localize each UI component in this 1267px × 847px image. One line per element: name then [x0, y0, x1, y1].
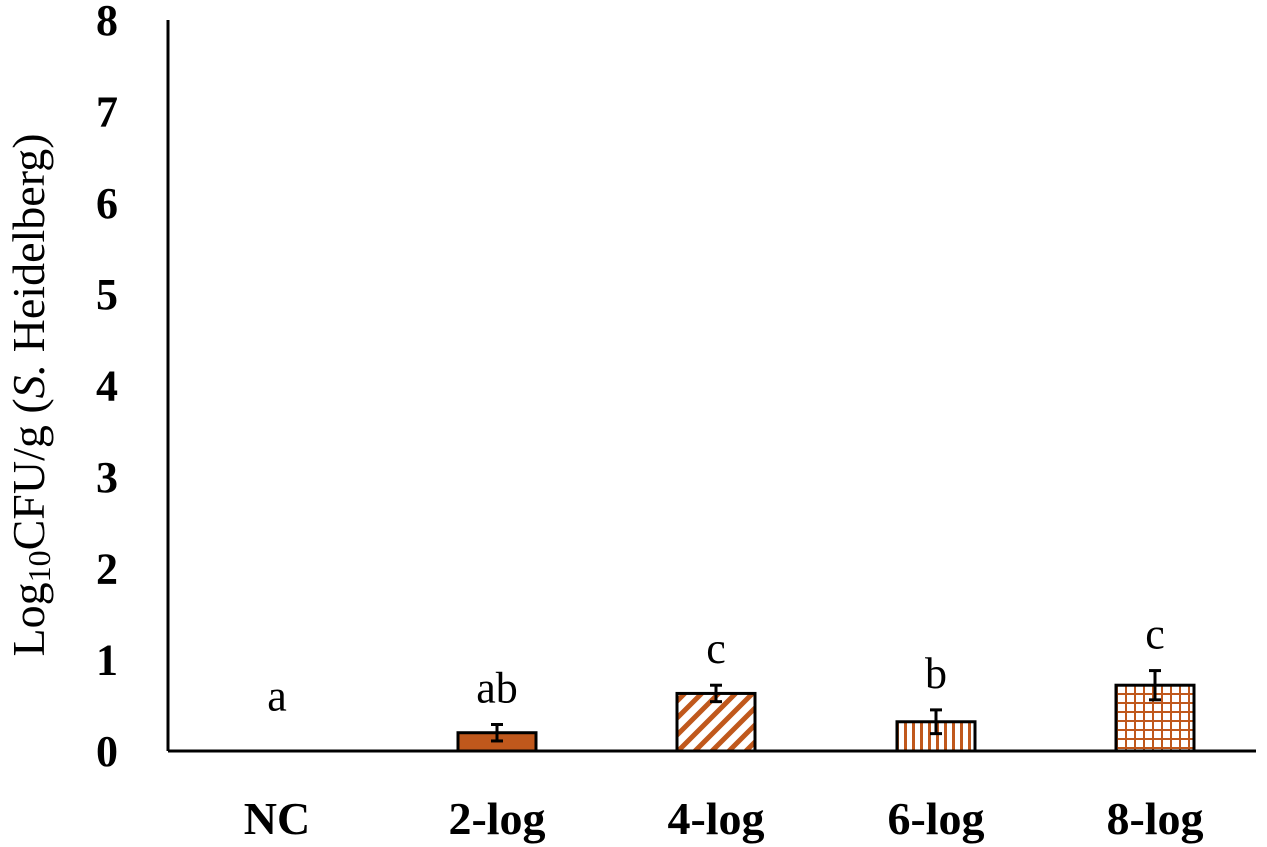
y-axis-title: Log10CFU/g (S. Heidelberg) — [3, 133, 57, 656]
y-tick-label: 1 — [96, 636, 118, 685]
significance-letter: ab — [476, 664, 518, 713]
y-tick-label: 5 — [96, 270, 118, 319]
y-axis-ticks: 0 1 2 3 4 5 6 7 8 — [96, 0, 118, 776]
bars — [456, 683, 1196, 753]
y-tick-label: 3 — [96, 453, 118, 502]
x-tick-label: 4-log — [667, 793, 764, 844]
y-tick-label: 4 — [96, 362, 118, 411]
error-bars — [491, 669, 1161, 743]
y-tick-label: 6 — [96, 179, 118, 228]
y-axis-title-rest: Heidelberg) — [3, 133, 54, 363]
x-axis-category-labels: NC 2-log 4-log 6-log 8-log — [244, 793, 1204, 844]
y-axis-title-organism: S. — [3, 364, 54, 399]
y-tick-label: 0 — [96, 727, 118, 776]
x-tick-label: 2-log — [448, 793, 545, 844]
significance-letter: c — [1145, 610, 1165, 659]
significance-letter: b — [925, 649, 947, 698]
significance-letter: c — [706, 624, 726, 673]
y-axis-title-unit: CFU/g ( — [3, 398, 54, 550]
y-axis-title-prefix: Log — [3, 582, 54, 656]
y-tick-label: 7 — [96, 87, 118, 136]
x-tick-label: 8-log — [1106, 793, 1203, 844]
svg-text:Log10CFU/g (S. Heidelberg): Log10CFU/g (S. Heidelberg) — [3, 133, 57, 656]
y-tick-label: 8 — [96, 0, 118, 45]
significance-letter: a — [267, 672, 287, 721]
significance-labels: a ab c b c — [267, 610, 1165, 721]
x-tick-label: 6-log — [887, 793, 984, 844]
x-tick-label: NC — [244, 793, 310, 844]
y-axis-title-subscript: 10 — [21, 550, 57, 582]
y-tick-label: 2 — [96, 544, 118, 593]
